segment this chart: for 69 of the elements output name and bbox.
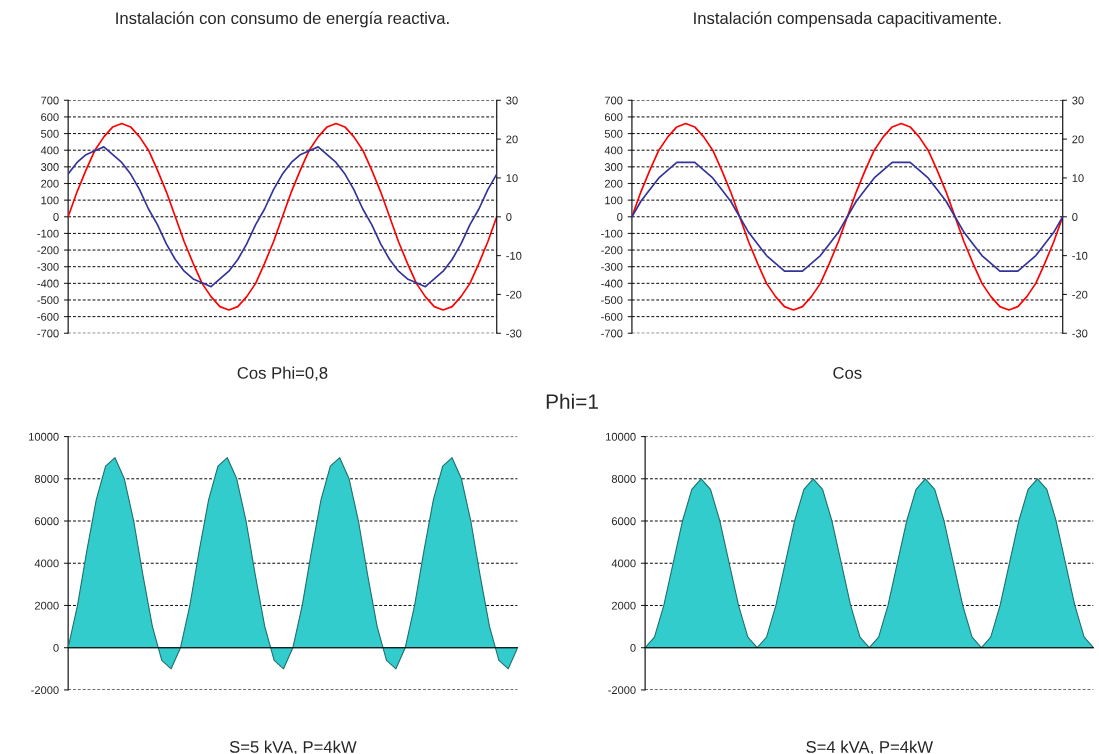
y-tick-label: -400 xyxy=(37,279,59,288)
line-series xyxy=(68,146,497,288)
y-tick-label: 6000 xyxy=(34,517,59,526)
y-tick-label: -700 xyxy=(601,329,623,338)
text: Phi=1 xyxy=(546,393,598,409)
y2-tick-label: 30 xyxy=(506,96,518,105)
y-tick-label: 100 xyxy=(41,196,59,205)
y-tick-label: 0 xyxy=(617,213,623,221)
y-tick-label: -700 xyxy=(37,329,59,338)
y-tick-label: 2000 xyxy=(34,601,59,610)
line-series xyxy=(68,122,497,311)
y2-tick-label: 20 xyxy=(506,135,518,144)
line-series xyxy=(631,161,1063,272)
x-axis-title: Cos Phi=0,8 xyxy=(237,366,328,381)
y2-tick-label: 30 xyxy=(1072,96,1084,105)
x-axis-title: S=5 kVA, P=4kW xyxy=(229,740,357,754)
y-tick-label: 8000 xyxy=(34,475,59,483)
y-tick-label: 4000 xyxy=(34,559,59,568)
y-tick-label: 200 xyxy=(604,179,623,188)
y-tick-label: 300 xyxy=(604,163,623,171)
y-tick-label: 300 xyxy=(41,163,59,171)
y-tick-label: 100 xyxy=(605,196,623,205)
y-tick-label: 400 xyxy=(40,146,59,155)
y-tick-label: -300 xyxy=(37,262,59,271)
chart-title: Instalación con consumo de energía reactiva. xyxy=(116,11,449,28)
y2-tick-label: -20 xyxy=(506,290,522,299)
y2-tick-label: -30 xyxy=(1072,329,1088,338)
y-tick-label: -2000 xyxy=(608,686,636,695)
y2-tick-label: 10 xyxy=(1072,174,1084,183)
y-tick-label: -100 xyxy=(37,229,59,238)
y2-tick-label: 0 xyxy=(1072,213,1078,221)
y-tick-label: -200 xyxy=(37,246,59,255)
y-tick-label: -100 xyxy=(601,229,623,238)
y2-tick-label: 20 xyxy=(1072,135,1084,144)
y-tick-label: 500 xyxy=(41,129,59,138)
y2-tick-label: -30 xyxy=(506,329,522,338)
y-tick-label: 700 xyxy=(41,96,59,105)
y-tick-label: 8000 xyxy=(611,475,636,483)
y-tick-label: 0 xyxy=(53,213,59,221)
x-axis-title: Cos xyxy=(833,367,862,379)
chart-title: Instalación compensada capacitivamente. xyxy=(694,11,1001,28)
y-tick-label: 500 xyxy=(604,129,623,138)
y2-tick-label: -20 xyxy=(1072,290,1088,299)
y-tick-label: 700 xyxy=(604,96,623,105)
y-tick-label: -400 xyxy=(601,279,623,288)
y-tick-label: 6000 xyxy=(611,517,636,526)
line-series xyxy=(631,122,1063,311)
x-axis-title: S=4 kVA, P=4kW xyxy=(806,740,934,754)
y-tick-label: 10000 xyxy=(29,432,59,441)
y-tick-label: 600 xyxy=(41,113,59,122)
y-tick-label: 600 xyxy=(604,113,623,122)
y-tick-label: -500 xyxy=(37,296,59,305)
y2-tick-label: -10 xyxy=(1072,251,1088,260)
y2-tick-label: 10 xyxy=(506,174,518,183)
y-tick-label: -2000 xyxy=(31,686,59,695)
y2-tick-label: -10 xyxy=(506,251,522,260)
y-tick-label: 4000 xyxy=(611,559,636,568)
y-tick-label: 2000 xyxy=(611,601,636,610)
y-tick-label: -500 xyxy=(601,296,623,305)
y-tick-label: 400 xyxy=(604,146,623,155)
y-tick-label: 0 xyxy=(53,643,59,652)
y-tick-label: -300 xyxy=(601,262,623,271)
y-tick-label: 10000 xyxy=(606,432,636,441)
y-tick-label: 200 xyxy=(41,179,59,188)
y2-tick-label: 0 xyxy=(506,213,512,221)
y-tick-label: 0 xyxy=(630,643,636,652)
y-tick-label: -600 xyxy=(37,312,59,321)
y-tick-label: -600 xyxy=(601,312,623,321)
y-tick-label: -200 xyxy=(601,246,623,255)
